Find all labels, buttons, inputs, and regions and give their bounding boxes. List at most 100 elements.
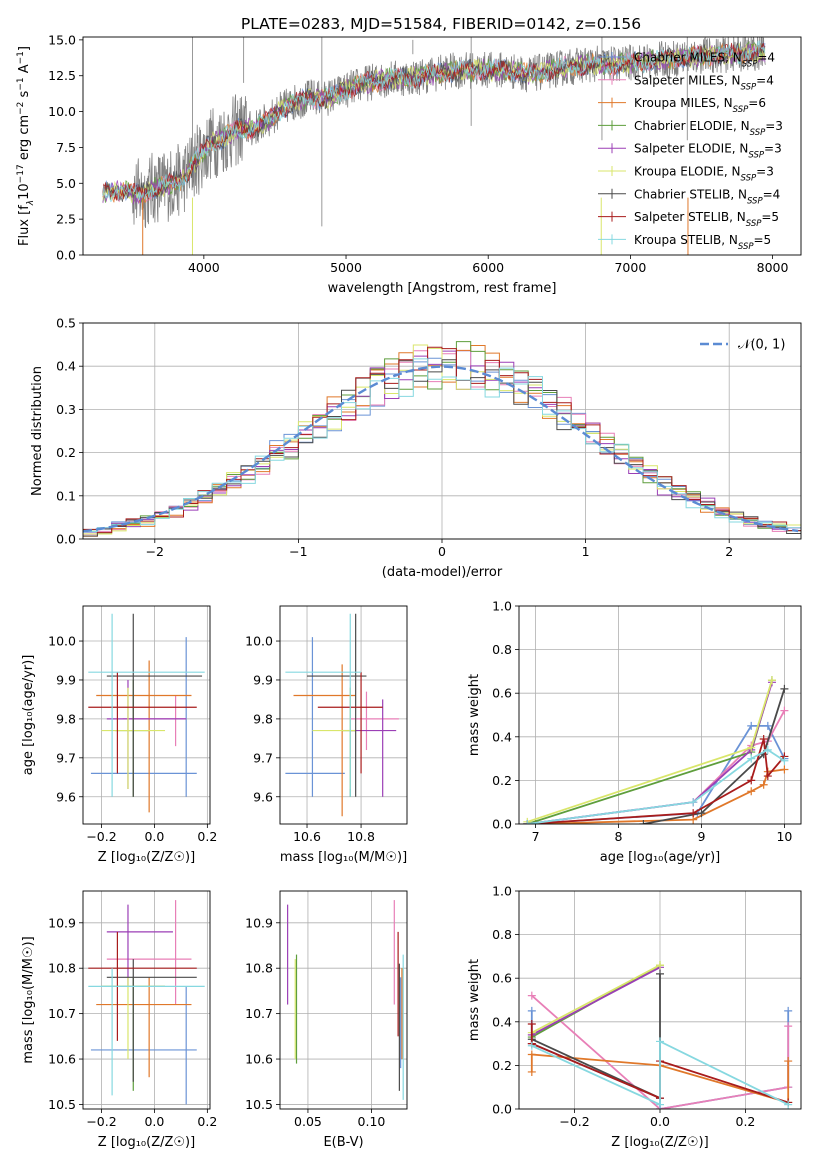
plot-area <box>102 37 766 255</box>
legend: Chabrier MILES, N SSP =4 Salpeter MILES, NS… <box>598 51 783 252</box>
y-tick-label: 15.0 <box>48 32 76 47</box>
weight-marker <box>527 1050 536 1059</box>
weight-marker <box>656 961 664 970</box>
errorbar-point <box>285 613 362 797</box>
errorbar-point <box>342 687 356 797</box>
x-tick-label: −1 <box>289 544 307 559</box>
weight-marker <box>763 721 772 730</box>
y-tick-label: 0.1 <box>56 488 76 503</box>
legend-label: Salpeter STELIB, NSSP=5 <box>634 210 779 229</box>
x-tick-label: 0.05 <box>294 1114 322 1129</box>
y-axis-label-part: s <box>17 90 32 101</box>
errorbar-point <box>293 664 356 817</box>
weight-series <box>527 969 664 1103</box>
y-tick-label: 0.0 <box>56 532 76 547</box>
y-tick-label: 0.2 <box>56 445 76 460</box>
legend-label-sub: SSP <box>748 151 764 161</box>
weight-marker <box>689 798 698 807</box>
legend-label-text: =5 <box>761 210 779 224</box>
legend-label-text: Kroupa STELIB, N <box>634 233 738 247</box>
panel-mass_vs_ebv: 0.05 0.10 10.5 10.6 10.7 10.8 10.9 E(B-V) <box>245 890 408 1150</box>
y-axis-label: mass weight <box>467 674 482 756</box>
weight-line <box>531 966 661 1036</box>
y-tick-label: 9.6 <box>56 789 76 804</box>
y-tick-label: 0.0 <box>492 1102 512 1117</box>
weight-line <box>527 738 786 824</box>
x-axis-label: wavelength [Angstrom, rest frame] <box>328 281 557 296</box>
plot-area <box>527 961 793 1109</box>
y-tick-label: 10.5 <box>245 1097 273 1112</box>
x-tick-label: −2 <box>146 544 164 559</box>
errorbar-point <box>88 968 205 1096</box>
axes-frame <box>279 605 408 825</box>
legend-label-text: Salpeter STELIB, N <box>634 210 746 224</box>
x-tick-label: 7 <box>532 829 540 844</box>
legend-label: Kroupa ELODIE, NSSP=3 <box>634 165 774 184</box>
x-tick-label: 0.2 <box>736 1114 756 1129</box>
legend-label: Salpeter ELODIE, NSSP=3 <box>634 142 782 161</box>
errorbar-point <box>307 613 367 797</box>
y-tick-label: 10.7 <box>48 1006 76 1021</box>
legend-label-sub: SSP <box>750 128 766 138</box>
panel-mass_vs_Z: −0.2 0.0 0.2 10.5 10.6 10.7 10.8 10.9 Z [log₁₀(Z… <box>21 890 217 1150</box>
x-axis-label: Z [log₁₀(Z/Z☉)] <box>611 1135 708 1150</box>
y-tick-label: 10.5 <box>48 1097 76 1112</box>
weight-marker <box>747 754 756 763</box>
weight-marker <box>527 1067 536 1076</box>
weight-marker <box>697 809 706 818</box>
weight-series <box>523 734 789 824</box>
y-tick-label: 1.0 <box>492 884 512 899</box>
weight-marker <box>747 721 756 730</box>
x-tick-label: 8 <box>615 829 623 844</box>
weight-marker <box>656 1100 664 1109</box>
weight-marker <box>780 684 789 693</box>
legend-label-text: Chabrier STELIB, N <box>634 187 747 201</box>
weight-marker <box>763 772 772 781</box>
y-axis-label: mass weight <box>467 959 482 1041</box>
weight-marker <box>656 969 664 978</box>
panel-weight_vs_age: 7 8 9 10 0.0 0.2 0.4 0.6 0.8 1.0 age [log₁₀(age/yr… <box>467 599 802 865</box>
y-tick-label: 10.7 <box>245 1006 273 1021</box>
y-tick-label: 0.4 <box>492 1014 512 1029</box>
x-axis-label: age [log₁₀(age/yr)] <box>600 850 721 865</box>
x-tick-label: 10 <box>776 829 792 844</box>
y-tick-label: 7.5 <box>56 140 76 155</box>
weight-series <box>523 676 776 824</box>
y-tick-label: 10.8 <box>245 961 273 976</box>
x-tick-label: 7000 <box>614 260 646 275</box>
legend-label-text: Chabrier MILES, N <box>634 51 742 65</box>
weight-marker <box>784 1022 793 1031</box>
weight-marker <box>527 1041 536 1050</box>
axes-frame <box>82 605 211 825</box>
legend-label-sub: SSP <box>738 242 754 252</box>
legend-label-text: Kroupa MILES, N <box>634 96 733 110</box>
plot-area <box>285 613 399 817</box>
legend-label-sub: SSP <box>746 219 762 229</box>
legend-label-sub: SSP <box>741 82 757 92</box>
weight-marker <box>784 1006 793 1015</box>
y-tick-label: 0.4 <box>56 359 76 374</box>
y-tick-label: 0.8 <box>492 642 512 657</box>
plot-area <box>523 676 789 824</box>
y-tick-label: 0.0 <box>56 248 76 263</box>
x-tick-label: −0.2 <box>86 829 116 844</box>
x-axis-label: E(B-V) <box>323 1135 363 1150</box>
weight-marker <box>527 1006 536 1015</box>
y-tick-label: 9.9 <box>253 672 273 687</box>
weight-line <box>531 994 790 1109</box>
errorbar-point <box>106 900 192 1005</box>
errorbar-point <box>350 699 397 797</box>
legend-label: Chabrier STELIB, NSSP=4 <box>634 187 780 206</box>
legend-label-text: =4 <box>757 51 775 65</box>
y-tick-label: 9.9 <box>56 672 76 687</box>
weight-marker <box>767 676 776 685</box>
legend-label: Salpeter MILES, NSSP=4 <box>634 73 774 92</box>
legend-label-sub: SSP <box>747 196 763 206</box>
y-tick-label: 9.7 <box>253 750 273 765</box>
y-tick-label: 10.8 <box>48 961 76 976</box>
axes-frame <box>82 36 802 256</box>
errorbar-point <box>96 660 192 813</box>
weight-marker <box>763 745 772 754</box>
spectrum-model-line <box>102 43 766 204</box>
weight-marker <box>780 765 789 774</box>
